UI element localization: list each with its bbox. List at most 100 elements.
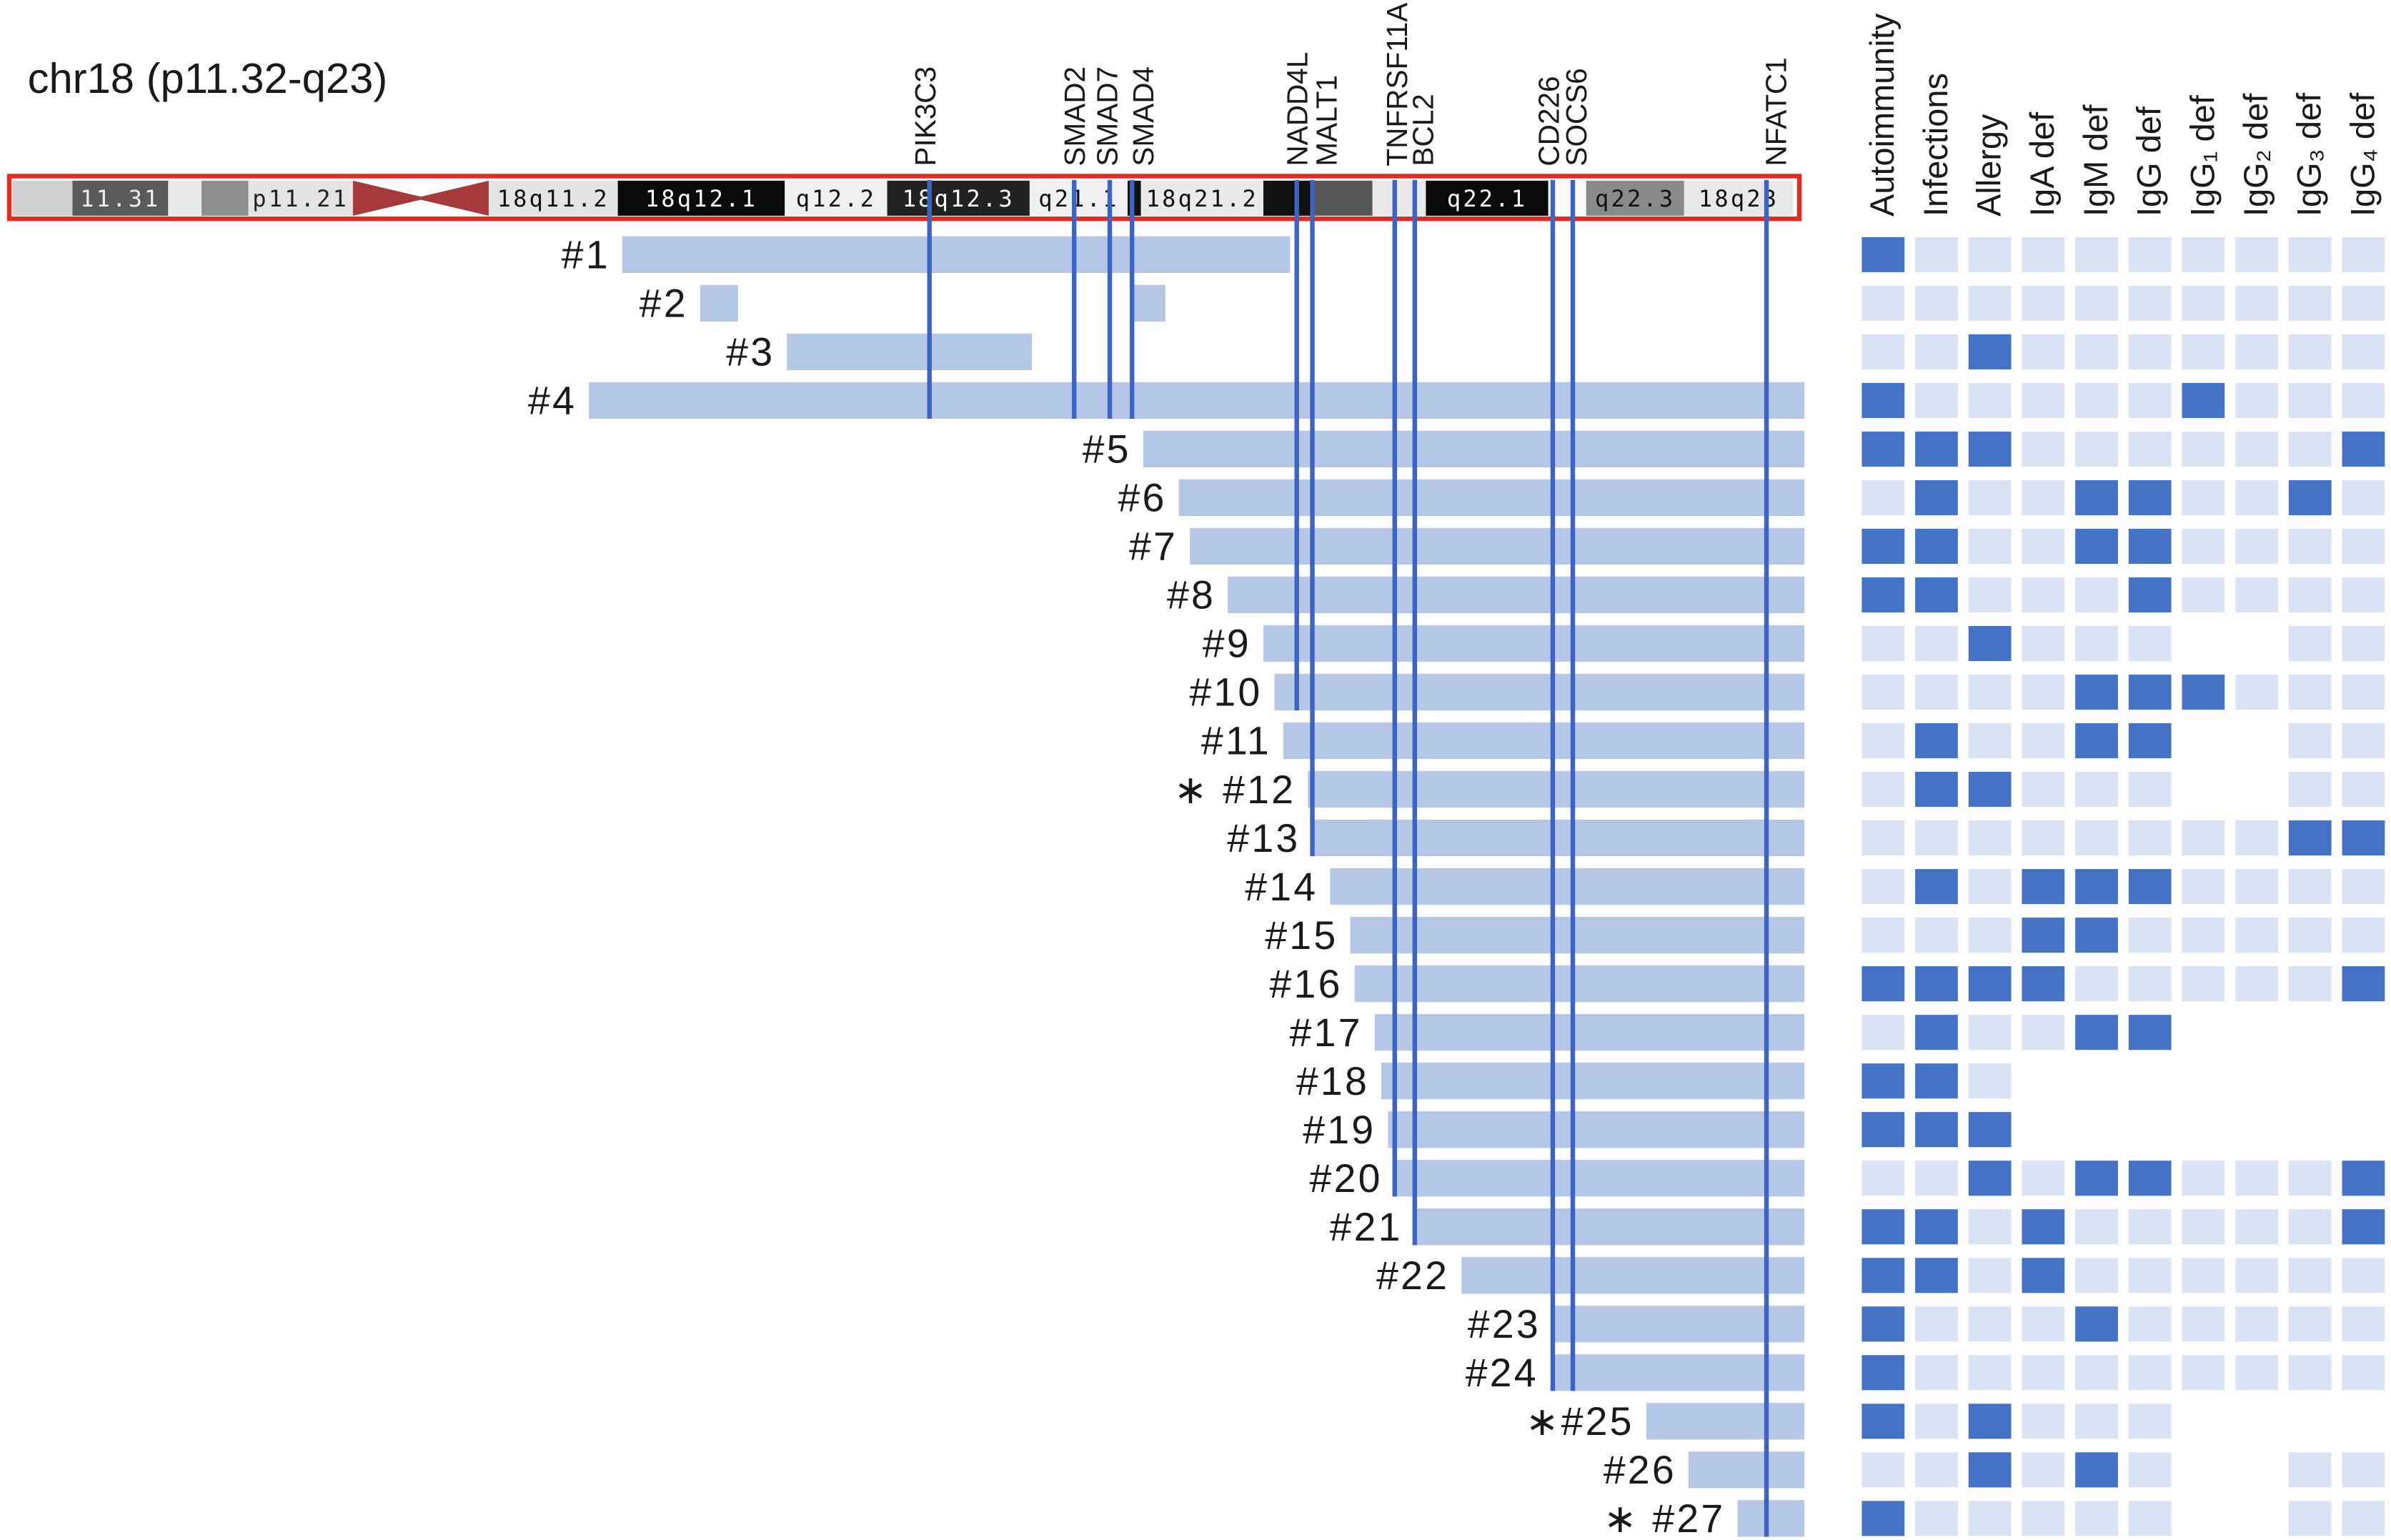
chromosome-band	[1140, 180, 1263, 216]
heatmap-cell-absent	[2288, 625, 2332, 662]
heatmap-cell-absent	[1915, 674, 1958, 710]
case-label: #3	[726, 330, 775, 374]
heatmap-cell-absent	[2022, 772, 2065, 808]
heatmap-cell-absent	[2075, 1501, 2118, 1536]
heatmap-cell-absent	[2022, 1452, 2065, 1488]
heatmap-cell-present	[1861, 1306, 1905, 1342]
case-label: #5	[1083, 427, 1131, 472]
heatmap-cell-absent	[2022, 1355, 2065, 1391]
heatmap-cell-absent	[1968, 285, 2012, 321]
chromosome-band	[168, 180, 202, 216]
band-label: q22.1	[1447, 185, 1527, 212]
heatmap-cell-absent	[1861, 918, 1905, 953]
deletion-bar	[1414, 1208, 1804, 1246]
heatmap-cell-present	[2022, 869, 2065, 905]
heatmap-cell-present	[1861, 237, 1905, 272]
heatmap-cell-present	[2182, 382, 2225, 418]
heatmap-cell-absent	[2075, 966, 2118, 1002]
heatmap-cell-absent	[2022, 528, 2065, 564]
heatmap-cell-present	[1968, 1161, 2012, 1196]
heatmap-cell-present	[2342, 966, 2385, 1002]
deletion-bar	[589, 382, 1804, 419]
heatmap-cell-present	[1861, 1404, 1905, 1439]
heatmap-cell-absent	[2075, 577, 2118, 613]
heatmap-cell-present	[2075, 674, 2118, 710]
deletion-bar	[1190, 527, 1804, 565]
heatmap-cell-absent	[2128, 966, 2172, 1002]
heatmap-cell-present	[2022, 918, 2065, 953]
heatmap-column-header: IgG₁ def	[2184, 94, 2221, 217]
heatmap-cell-absent	[2288, 869, 2332, 905]
heatmap-cell-absent	[1968, 674, 2012, 710]
heatmap-cell-present	[1915, 966, 1958, 1002]
heatmap-cell-absent	[2288, 966, 2332, 1002]
heatmap-cell-absent	[2235, 528, 2278, 564]
heatmap-cell-absent	[1968, 1015, 2012, 1050]
case-label: #17	[1290, 1010, 1363, 1055]
deletion-bar	[1381, 1063, 1804, 1100]
case-label: #15	[1265, 913, 1338, 958]
heatmap-cell-absent	[2235, 1258, 2278, 1293]
chromosome-band	[1684, 180, 1794, 216]
case-label: ∗ #12	[1174, 767, 1296, 812]
case-label: #7	[1129, 525, 1178, 569]
heatmap-column-header: IgG₄ def	[2344, 92, 2381, 217]
heatmap-cell-absent	[2342, 918, 2385, 953]
heatmap-cell-present	[1861, 431, 1905, 467]
deletion-bar	[1274, 673, 1804, 711]
heatmap-cell-absent	[2022, 480, 2065, 515]
heatmap-cell-absent	[2022, 625, 2065, 662]
heatmap-cell-absent	[1915, 334, 1958, 369]
heatmap-cell-absent	[2288, 334, 2332, 369]
deletion-bars	[589, 236, 1804, 1537]
centromere	[352, 180, 489, 216]
gene-label: TNFRSF11A	[1381, 3, 1413, 167]
deletion-bar	[1394, 1160, 1804, 1197]
chromosome-band	[488, 180, 618, 216]
heatmap-cell-absent	[1968, 577, 2012, 613]
heatmap-cell-absent	[2182, 237, 2225, 272]
heatmap-cell-absent	[2128, 431, 2172, 467]
heatmap-cell-absent	[2288, 382, 2332, 418]
heatmap-cell-present	[1968, 966, 2012, 1002]
heatmap-cell-absent	[2182, 480, 2225, 515]
heatmap-cell-absent	[2075, 625, 2118, 662]
heatmap-cell-absent	[2128, 1501, 2172, 1536]
heatmap-cell-absent	[2128, 1404, 2172, 1439]
band-label: 18q21.2	[1146, 185, 1258, 212]
heatmap-cell-present	[2022, 1258, 2065, 1293]
heatmap-cell-absent	[2075, 334, 2118, 369]
heatmap-cell-absent	[2235, 918, 2278, 953]
heatmap-cell-absent	[2128, 334, 2172, 369]
chromosome-band	[12, 180, 73, 216]
heatmap-cell-absent	[2128, 285, 2172, 321]
deletion-bar	[1263, 625, 1804, 662]
heatmap-cell-present	[1861, 966, 1905, 1002]
heatmap-cell-present	[2128, 674, 2172, 710]
heatmap-cell-absent	[1915, 1404, 1958, 1439]
heatmap-cell-absent	[1861, 285, 1905, 321]
heatmap-cell-absent	[2022, 285, 2065, 321]
deletion-bar	[1308, 770, 1804, 808]
heatmap-cell-absent	[2342, 1501, 2385, 1536]
heatmap-cell-absent	[2235, 334, 2278, 369]
heatmap-cell-present	[1915, 431, 1958, 467]
heatmap-cell-present	[2075, 528, 2118, 564]
heatmap-cell-absent	[2288, 528, 2332, 564]
heatmap-cell-absent	[1915, 285, 1958, 321]
heatmap-cell-absent	[1968, 237, 2012, 272]
chromosome-band	[202, 180, 249, 216]
heatmap-cell-present	[1968, 334, 2012, 369]
deletion-bar	[1312, 819, 1804, 857]
chromosome-band	[72, 180, 169, 216]
chromosome-ideogram: 11.31 p11.21 18q11.2 18q12.1 q12.2 18q12.3 q21…	[12, 180, 1794, 216]
heatmap-cell-absent	[2288, 918, 2332, 953]
heatmap-cell-absent	[2022, 1161, 2065, 1196]
case-label: #20	[1310, 1156, 1383, 1201]
heatmap-cell-absent	[2182, 1161, 2225, 1196]
heatmap-cell-present	[2342, 1161, 2385, 1196]
heatmap-cell-absent	[2075, 1209, 2118, 1245]
deletion-bar	[787, 333, 1033, 370]
heatmap-cell-absent	[1861, 722, 1905, 759]
